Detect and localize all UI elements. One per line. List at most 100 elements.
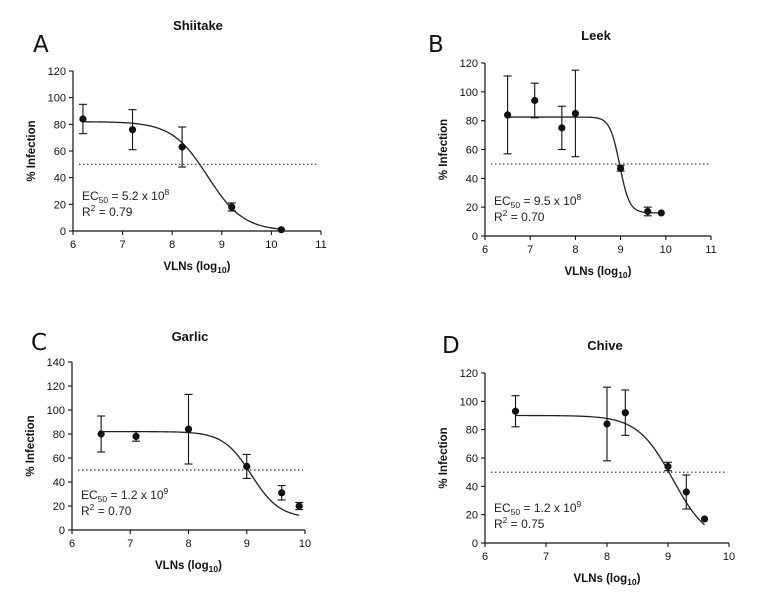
- data-point: [617, 164, 625, 172]
- y-tick-label: 120: [460, 368, 478, 380]
- panel-b: B Leek 0 20 40 60 80 100 120 6 7 8 9 10 11 VLNs (log10)…: [428, 28, 717, 280]
- x-tick-label: 7: [543, 551, 549, 563]
- panel-title: Garlic: [172, 329, 209, 344]
- x-tick-label: 10: [660, 244, 672, 256]
- r2-annotation: R2 = 0.75: [494, 515, 545, 531]
- y-tick-label: 0: [59, 525, 65, 537]
- y-tick-label: 120: [460, 58, 478, 70]
- y-tick-label: 0: [472, 231, 478, 243]
- data-point: [644, 207, 652, 216]
- ec50-annotation: EC50 = 1.2 x 109: [494, 499, 582, 517]
- x-tick-label: 10: [265, 239, 277, 251]
- fit-curve: [507, 116, 662, 214]
- y-tick-label: 80: [466, 116, 478, 128]
- x-tick-label: 8: [572, 244, 578, 256]
- panel-c: C Garlic 0 20 40 60 80 100 120 140 6 7 8 9 10 VLNs (log…: [25, 329, 311, 574]
- y-tick-label: 120: [47, 381, 65, 393]
- panel-title: Chive: [587, 338, 622, 353]
- x-axis-label: VLNs (log10): [565, 266, 632, 280]
- y-tick-label: 60: [466, 453, 478, 465]
- data-point: [664, 462, 672, 471]
- data-point: [682, 488, 690, 496]
- x-tick-label: 9: [219, 239, 225, 251]
- x-tick-label: 10: [299, 538, 311, 550]
- y-tick-label: 20: [466, 510, 478, 522]
- x-tick-label: 8: [604, 551, 610, 563]
- y-tick-label: 40: [466, 173, 478, 185]
- y-tick-label: 40: [54, 173, 66, 185]
- fit-curve: [515, 414, 706, 526]
- data-point: [504, 111, 512, 119]
- panel-d: D Chive 0 20 40 60 80 100 120 6 7 8 9 10 VLNs (log10)%…: [438, 333, 735, 587]
- y-tick-label: 100: [460, 396, 478, 408]
- data-point: [79, 115, 87, 123]
- y-tick-label: 60: [53, 453, 65, 465]
- panel-letter: B: [428, 32, 444, 58]
- y-tick-label: 100: [460, 87, 478, 99]
- data-point: [571, 109, 580, 118]
- y-tick-label: 20: [466, 202, 478, 214]
- x-tick-label: 10: [723, 551, 735, 563]
- data-point: [657, 209, 665, 217]
- data-point: [128, 126, 137, 134]
- panel-letter: C: [31, 330, 47, 356]
- y-tick-label: 0: [472, 538, 478, 550]
- x-tick-label: 9: [244, 538, 250, 550]
- ec50-annotation: EC50 = 1.2 x 109: [81, 486, 169, 504]
- y-tick-label: 100: [48, 93, 66, 105]
- x-tick-label: 7: [127, 538, 133, 550]
- y-tick-label: 60: [54, 146, 66, 158]
- data-point: [531, 96, 539, 105]
- panel-a: A Shiitake 0 20 40 60 80 100 120 6 7 8 9 10 11 VLNs (lo…: [26, 18, 327, 275]
- data-point: [621, 409, 629, 417]
- y-axis-label: % Infection: [438, 427, 450, 488]
- x-axis-label: VLNs (log10): [574, 573, 641, 587]
- y-axis-label: % Infection: [26, 120, 38, 181]
- data-point: [277, 226, 285, 234]
- ec50-annotation: EC50 = 9.5 x 108: [494, 192, 582, 210]
- panel-title: Leek: [581, 28, 611, 43]
- data-point: [511, 407, 520, 415]
- y-tick-label: 60: [466, 145, 478, 157]
- panel-title: Shiitake: [173, 18, 223, 33]
- x-tick-label: 8: [185, 538, 191, 550]
- data-point: [278, 489, 286, 497]
- x-tick-label: 7: [527, 244, 533, 256]
- panel-letter: D: [442, 333, 460, 359]
- y-tick-label: 20: [54, 199, 66, 211]
- y-tick-label: 80: [53, 429, 65, 441]
- y-tick-label: 20: [53, 501, 65, 513]
- y-tick-label: 80: [54, 119, 66, 131]
- y-tick-label: 80: [466, 425, 478, 437]
- x-axis-label: VLNs (log10): [155, 560, 222, 574]
- data-point: [701, 515, 709, 523]
- x-tick-label: 6: [70, 239, 76, 251]
- x-tick-label: 8: [169, 239, 175, 251]
- data-point: [558, 124, 566, 132]
- x-tick-label: 6: [482, 551, 488, 563]
- y-tick-label: 40: [53, 477, 65, 489]
- fit-curve: [101, 430, 300, 516]
- y-tick-label: 100: [47, 405, 65, 417]
- r2-annotation: R2 = 0.79: [82, 203, 133, 219]
- panel-letter: A: [33, 32, 49, 58]
- x-tick-label: 6: [69, 538, 75, 550]
- r2-annotation: R2 = 0.70: [81, 502, 132, 518]
- data-point: [603, 420, 611, 428]
- x-tick-label: 11: [705, 244, 716, 256]
- y-axis-label: % Infection: [438, 119, 450, 180]
- r2-annotation: R2 = 0.70: [494, 208, 545, 224]
- data-point: [97, 430, 105, 438]
- data-point: [243, 462, 251, 470]
- data-point: [295, 502, 303, 510]
- y-axis-label: % Infection: [25, 415, 37, 476]
- data-point: [178, 143, 186, 151]
- x-tick-label: 9: [665, 551, 671, 563]
- data-point: [132, 432, 140, 440]
- y-tick-label: 120: [48, 66, 66, 78]
- data-point: [228, 203, 236, 211]
- ec50-annotation: EC50 = 5.2 x 108: [82, 187, 170, 205]
- x-tick-label: 7: [120, 239, 126, 251]
- data-point: [184, 425, 193, 433]
